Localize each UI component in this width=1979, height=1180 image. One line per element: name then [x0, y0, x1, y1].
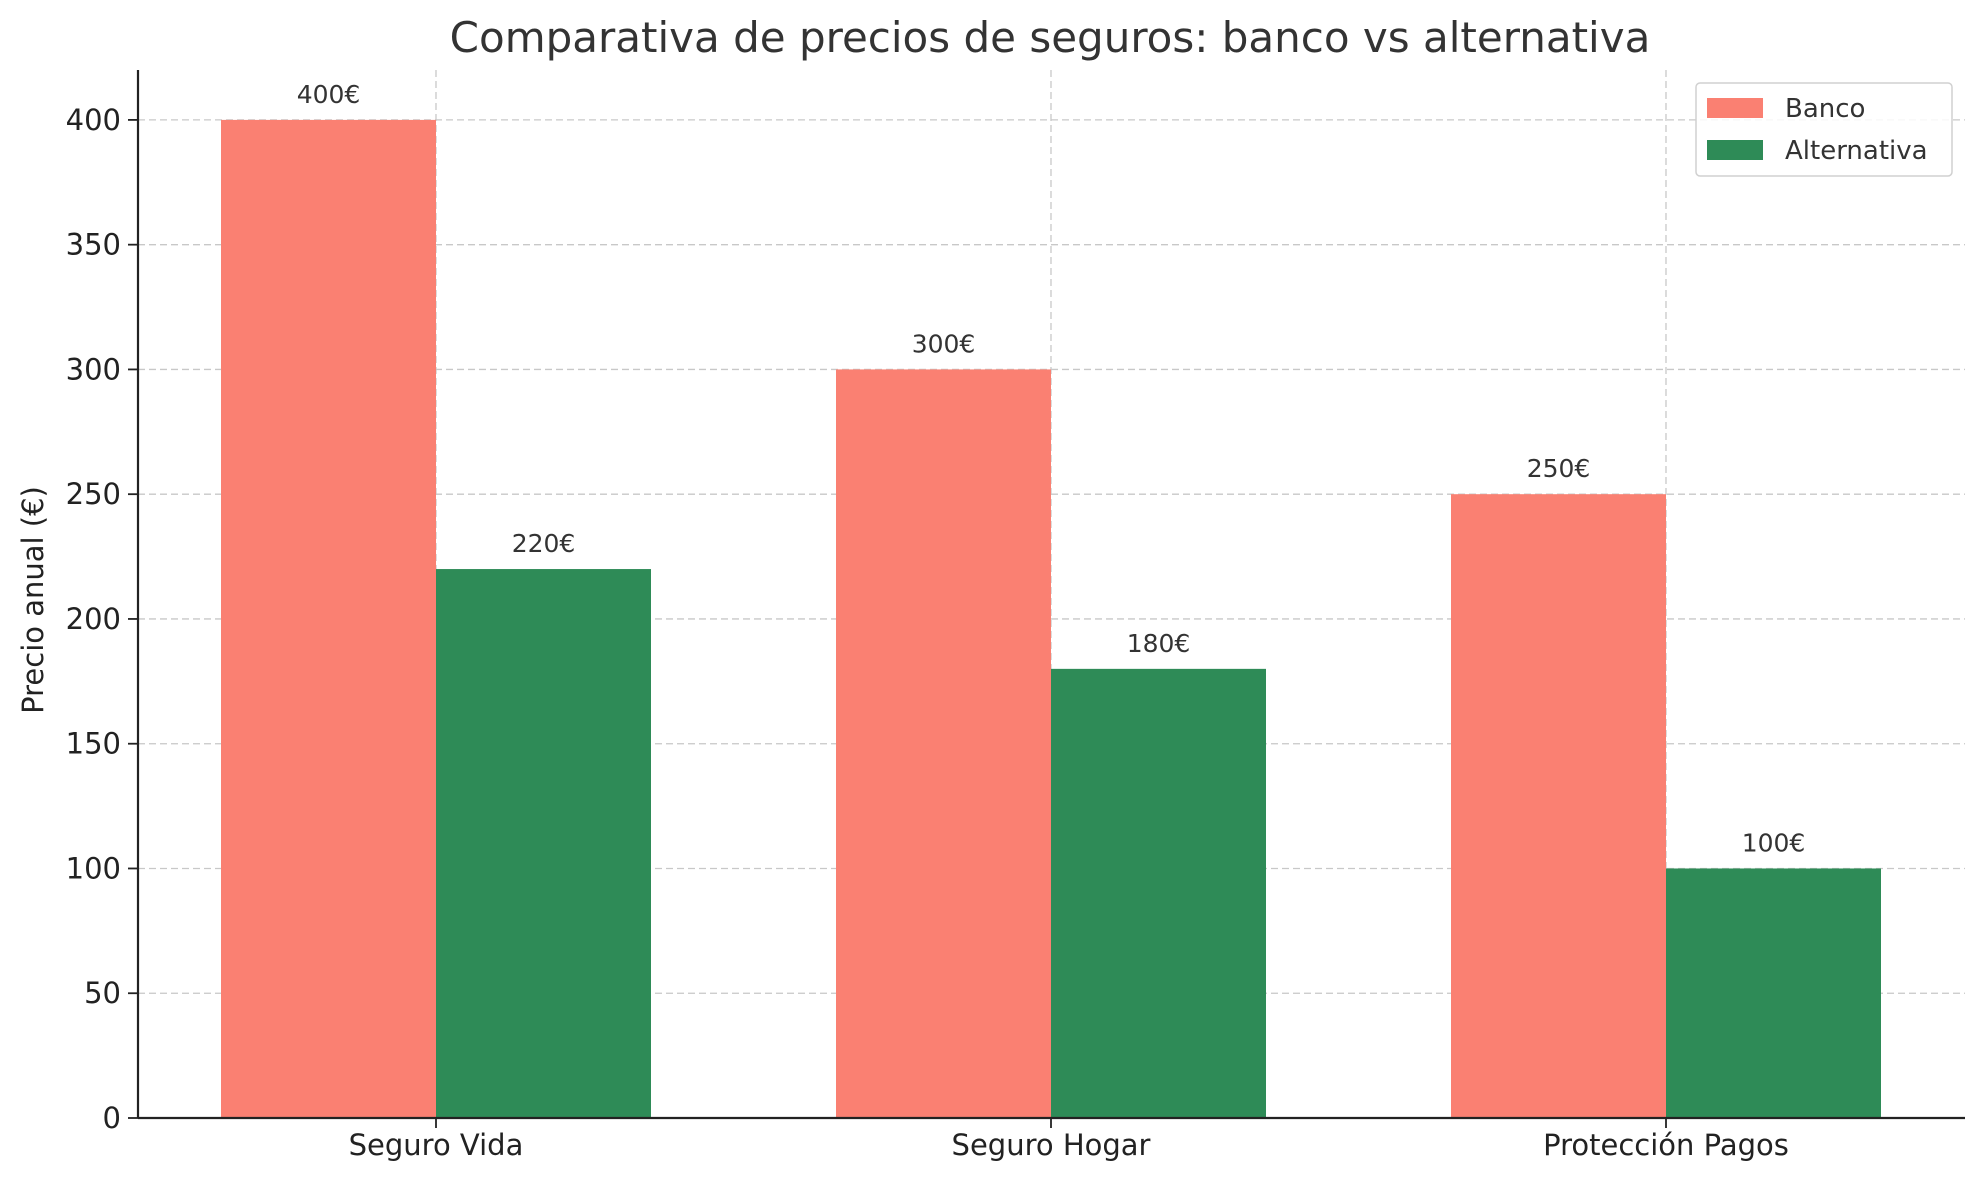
data-labels: 400€ 300€ 250€ 220€ 180€ 100€: [297, 80, 1806, 858]
data-label-alternativa-proteccion-pagos: 100€: [1742, 828, 1806, 857]
bars: [221, 119, 1881, 1118]
y-tick-label: 400: [66, 103, 121, 137]
legend-swatch-banco: [1707, 98, 1763, 118]
y-tick-label: 0: [103, 1101, 121, 1135]
data-label-banco-seguro-vida: 400€: [297, 80, 361, 109]
y-tick-label: 150: [66, 727, 121, 761]
bar-alternativa-seguro-hogar: [1051, 668, 1266, 1118]
bar-alternativa-seguro-vida: [436, 569, 651, 1118]
y-tick-label: 100: [66, 851, 121, 885]
y-tick-label: 350: [66, 228, 121, 262]
y-tick-label: 50: [84, 976, 121, 1010]
legend-label-banco: Banco: [1785, 94, 1865, 124]
bar-banco-seguro-vida: [221, 119, 436, 1118]
legend-swatch-alternativa: [1707, 140, 1763, 160]
data-label-banco-proteccion-pagos: 250€: [1527, 454, 1591, 483]
x-tick-label-seguro-vida: Seguro Vida: [349, 1128, 524, 1162]
y-axis-label: Precio anual (€): [16, 486, 50, 714]
x-tick-label-proteccion-pagos: Protección Pagos: [1543, 1128, 1789, 1162]
chart-title: Comparativa de precios de seguros: banco…: [450, 13, 1651, 62]
bar-banco-proteccion-pagos: [1451, 494, 1666, 1118]
bar-banco-seguro-hogar: [836, 369, 1051, 1118]
y-tick-label: 200: [66, 602, 121, 636]
data-label-alternativa-seguro-hogar: 180€: [1127, 629, 1191, 658]
bar-alternativa-proteccion-pagos: [1666, 868, 1881, 1118]
y-tick-label: 300: [66, 352, 121, 386]
legend-label-alternativa: Alternativa: [1785, 136, 1928, 166]
x-tick-label-seguro-hogar: Seguro Hogar: [952, 1128, 1151, 1162]
y-tick-label: 250: [66, 477, 121, 511]
legend: Banco Alternativa: [1695, 82, 1953, 177]
data-label-banco-seguro-hogar: 300€: [912, 329, 976, 358]
data-label-alternativa-seguro-vida: 220€: [512, 529, 576, 558]
axes: 0 50 100 150 200 250 300 350 400 Seguro Vida Segur…: [66, 70, 1965, 1162]
